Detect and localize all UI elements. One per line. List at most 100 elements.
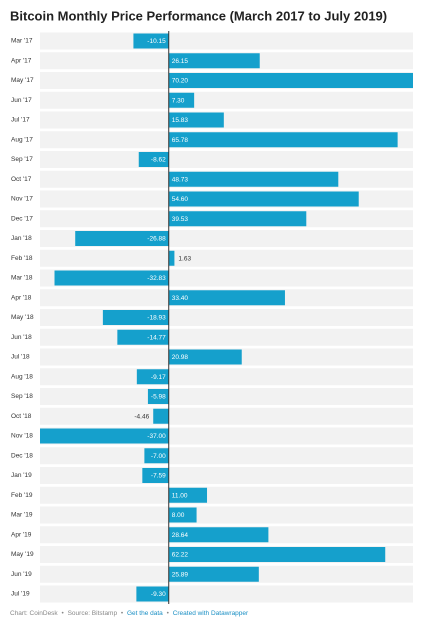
separator: • bbox=[121, 610, 124, 617]
category-label: Feb '19 bbox=[11, 492, 33, 499]
bar bbox=[138, 152, 169, 167]
value-label: -8.62 bbox=[151, 157, 166, 164]
category-label: Nov '17 bbox=[11, 196, 33, 203]
bar bbox=[144, 448, 169, 464]
category-label: Oct '18 bbox=[11, 413, 32, 420]
category-label: Apr '17 bbox=[11, 57, 32, 64]
category-label: Jan '18 bbox=[11, 235, 32, 242]
category-label: Jul '18 bbox=[11, 354, 30, 361]
bar bbox=[40, 428, 169, 444]
category-label: Jul '17 bbox=[11, 117, 30, 124]
value-label: -18.93 bbox=[147, 315, 166, 322]
value-label: -5.98 bbox=[151, 394, 166, 401]
bar bbox=[75, 231, 169, 246]
value-label: 8.00 bbox=[172, 512, 185, 519]
category-label: May '18 bbox=[11, 314, 34, 321]
category-label: Dec '18 bbox=[11, 452, 33, 459]
bar bbox=[168, 112, 224, 128]
source: Source: Bitstamp bbox=[68, 610, 118, 617]
category-label: Sep '17 bbox=[11, 156, 33, 163]
category-label: Jul '19 bbox=[11, 591, 30, 598]
row-background bbox=[40, 407, 413, 425]
category-label: Apr '18 bbox=[11, 294, 32, 301]
category-label: Dec '17 bbox=[11, 215, 33, 222]
separator: • bbox=[167, 610, 170, 617]
value-label: 1.63 bbox=[178, 255, 191, 262]
value-label: 65.78 bbox=[172, 137, 189, 144]
row-background bbox=[40, 111, 413, 129]
value-label: 20.98 bbox=[172, 354, 189, 361]
category-label: Sep '18 bbox=[11, 393, 33, 400]
category-label: Nov '18 bbox=[11, 433, 33, 440]
category-label: Aug '17 bbox=[11, 136, 33, 143]
value-label: -9.17 bbox=[151, 374, 166, 381]
bar bbox=[168, 211, 307, 227]
category-label: May '19 bbox=[11, 551, 34, 558]
value-label: 25.89 bbox=[172, 571, 189, 578]
value-label: 62.22 bbox=[172, 552, 189, 559]
row-background bbox=[40, 585, 413, 603]
value-label: -7.00 bbox=[151, 453, 166, 460]
category-label: Aug '18 bbox=[11, 373, 33, 380]
bar bbox=[168, 92, 195, 108]
bar bbox=[168, 507, 197, 523]
value-label: 26.15 bbox=[172, 58, 189, 65]
category-label: Apr '19 bbox=[11, 531, 32, 538]
row-background bbox=[40, 249, 413, 267]
category-label: May '17 bbox=[11, 77, 34, 84]
row-background bbox=[40, 447, 413, 465]
bar bbox=[168, 73, 413, 88]
row-background bbox=[40, 151, 413, 168]
bar bbox=[168, 566, 259, 582]
bar bbox=[147, 389, 169, 404]
bar bbox=[142, 468, 169, 483]
bar bbox=[136, 369, 169, 385]
value-label: -4.46 bbox=[134, 413, 149, 420]
row-background bbox=[40, 309, 413, 326]
bar bbox=[136, 586, 169, 602]
datawrapper-link[interactable]: Created with Datawrapper bbox=[173, 610, 249, 617]
bar bbox=[168, 290, 285, 306]
value-label: -10.15 bbox=[147, 38, 166, 45]
bar bbox=[168, 547, 386, 562]
row-background bbox=[40, 467, 413, 484]
value-label: 48.73 bbox=[172, 176, 189, 183]
category-label: Jun '17 bbox=[11, 97, 32, 104]
category-label: Jun '18 bbox=[11, 334, 32, 341]
category-label: Feb '18 bbox=[11, 255, 33, 262]
value-label: -26.88 bbox=[147, 236, 166, 243]
value-label: 11.00 bbox=[172, 492, 188, 499]
row-background bbox=[40, 32, 413, 50]
category-label: Mar '17 bbox=[11, 38, 33, 45]
get-data-link[interactable]: Get the data bbox=[127, 610, 163, 617]
value-label: -37.00 bbox=[147, 433, 166, 440]
bar bbox=[168, 132, 398, 148]
bar bbox=[117, 329, 169, 345]
category-label: Oct '17 bbox=[11, 176, 32, 183]
bar bbox=[168, 250, 175, 266]
value-label: -32.83 bbox=[147, 275, 166, 282]
bar bbox=[168, 349, 242, 365]
category-label: Mar '18 bbox=[11, 275, 33, 282]
bar bbox=[133, 33, 169, 49]
bar bbox=[168, 527, 269, 543]
value-label: -9.30 bbox=[151, 591, 166, 598]
bar bbox=[54, 270, 169, 286]
separator: • bbox=[62, 610, 65, 617]
value-label: -14.77 bbox=[147, 334, 166, 341]
category-label: Mar '19 bbox=[11, 512, 33, 519]
row-background bbox=[40, 91, 413, 109]
category-label: Jun '19 bbox=[11, 571, 32, 578]
bar bbox=[102, 310, 169, 325]
row-background bbox=[40, 368, 413, 386]
value-label: -7.59 bbox=[151, 473, 166, 480]
bar bbox=[168, 171, 339, 187]
bar bbox=[153, 408, 169, 424]
row-background bbox=[40, 388, 413, 405]
row-background bbox=[40, 328, 413, 346]
value-label: 54.60 bbox=[172, 196, 189, 203]
bar bbox=[168, 191, 359, 207]
value-label: 15.83 bbox=[172, 117, 189, 124]
chart-title: Bitcoin Monthly Price Performance (March… bbox=[10, 8, 387, 23]
